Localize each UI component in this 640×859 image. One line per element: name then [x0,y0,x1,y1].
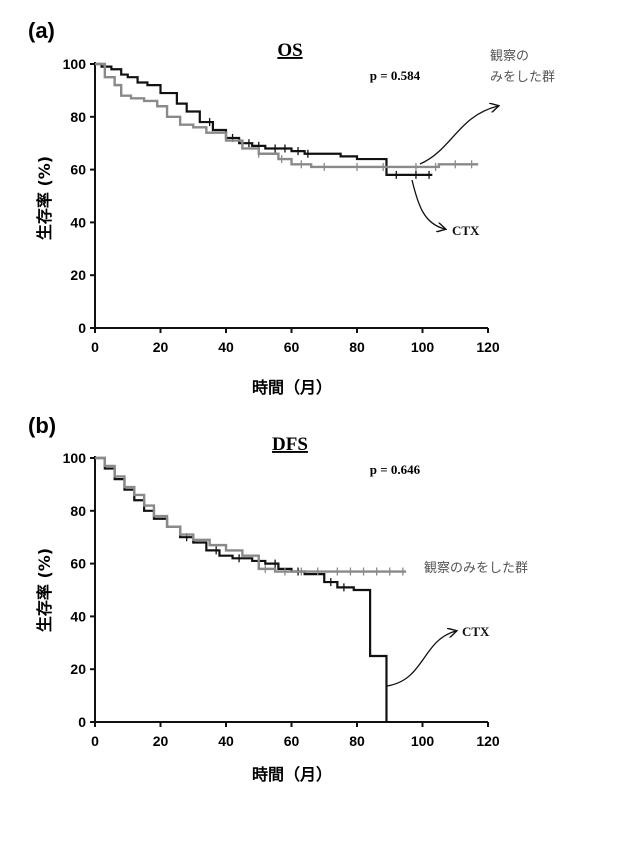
y-tick-label: 0 [78,714,86,730]
panel-b: (b) DFS p = 0.646 生存率 (%) 時間（月） 0 20 40 60 8… [28,413,528,784]
annotation-observation-line1: 観察の [490,49,529,64]
y-tick-label: 80 [70,109,86,125]
x-tick-label: 120 [476,733,500,749]
y-axis-label: 生存率 (%) [35,156,54,240]
x-tick-label: 60 [284,733,300,749]
p-value: p = 0.646 [370,462,421,477]
x-tick-label: 0 [91,339,99,355]
x-tick-label: 100 [411,339,435,355]
x-axis-label: 時間（月） [252,378,332,397]
y-tick-label: 60 [70,162,86,178]
series-observation-line [95,64,478,167]
y-tick-label: 0 [78,320,86,336]
annotation-observation: 観察のみをした群 [424,561,528,576]
y-tick-label: 20 [70,661,86,677]
annotation-observation-line2: みをした群 [490,70,555,85]
series-observation-line [95,458,406,572]
y-tick-label: 100 [63,450,87,466]
chart-title: DFS [272,434,308,455]
y-tick-label: 40 [70,214,86,230]
y-tick-label: 40 [70,608,86,624]
y-tick-label: 20 [70,267,86,283]
annotation-ctx-arrow [387,631,456,686]
panel-a: (a) OS p = 0.584 生存率 (%) 時間（月） 0 20 40 60 80… [28,18,555,397]
x-tick-label: 20 [153,339,169,355]
x-tick-label: 80 [349,339,365,355]
annotation-observation-arrow [420,106,498,164]
y-tick-label: 100 [63,56,87,72]
x-tick-label: 120 [476,339,500,355]
x-tick-label: 40 [218,733,234,749]
annotation-ctx: CTX [452,223,480,238]
x-axis-label: 時間（月） [252,765,332,784]
annotation-ctx-arrow [412,180,445,229]
p-value: p = 0.584 [370,68,421,83]
plot-area: 0 20 40 60 80 100 0 20 40 60 80 100 120 [63,450,500,749]
x-tick-label: 0 [91,733,99,749]
y-axis-label: 生存率 (%) [35,548,54,632]
x-tick-label: 40 [218,339,234,355]
y-tick-label: 80 [70,503,86,519]
panel-label: (a) [28,18,55,43]
y-tick-label: 60 [70,556,86,572]
x-tick-label: 20 [153,733,169,749]
panel-label: (b) [28,413,56,438]
chart-title: OS [277,40,302,61]
annotation-ctx: CTX [462,624,490,639]
x-tick-label: 80 [349,733,365,749]
plot-area: 0 20 40 60 80 100 0 20 40 60 80 100 120 [63,56,500,355]
series-ctx-line [95,458,386,722]
x-tick-label: 60 [284,339,300,355]
x-tick-label: 100 [411,733,435,749]
